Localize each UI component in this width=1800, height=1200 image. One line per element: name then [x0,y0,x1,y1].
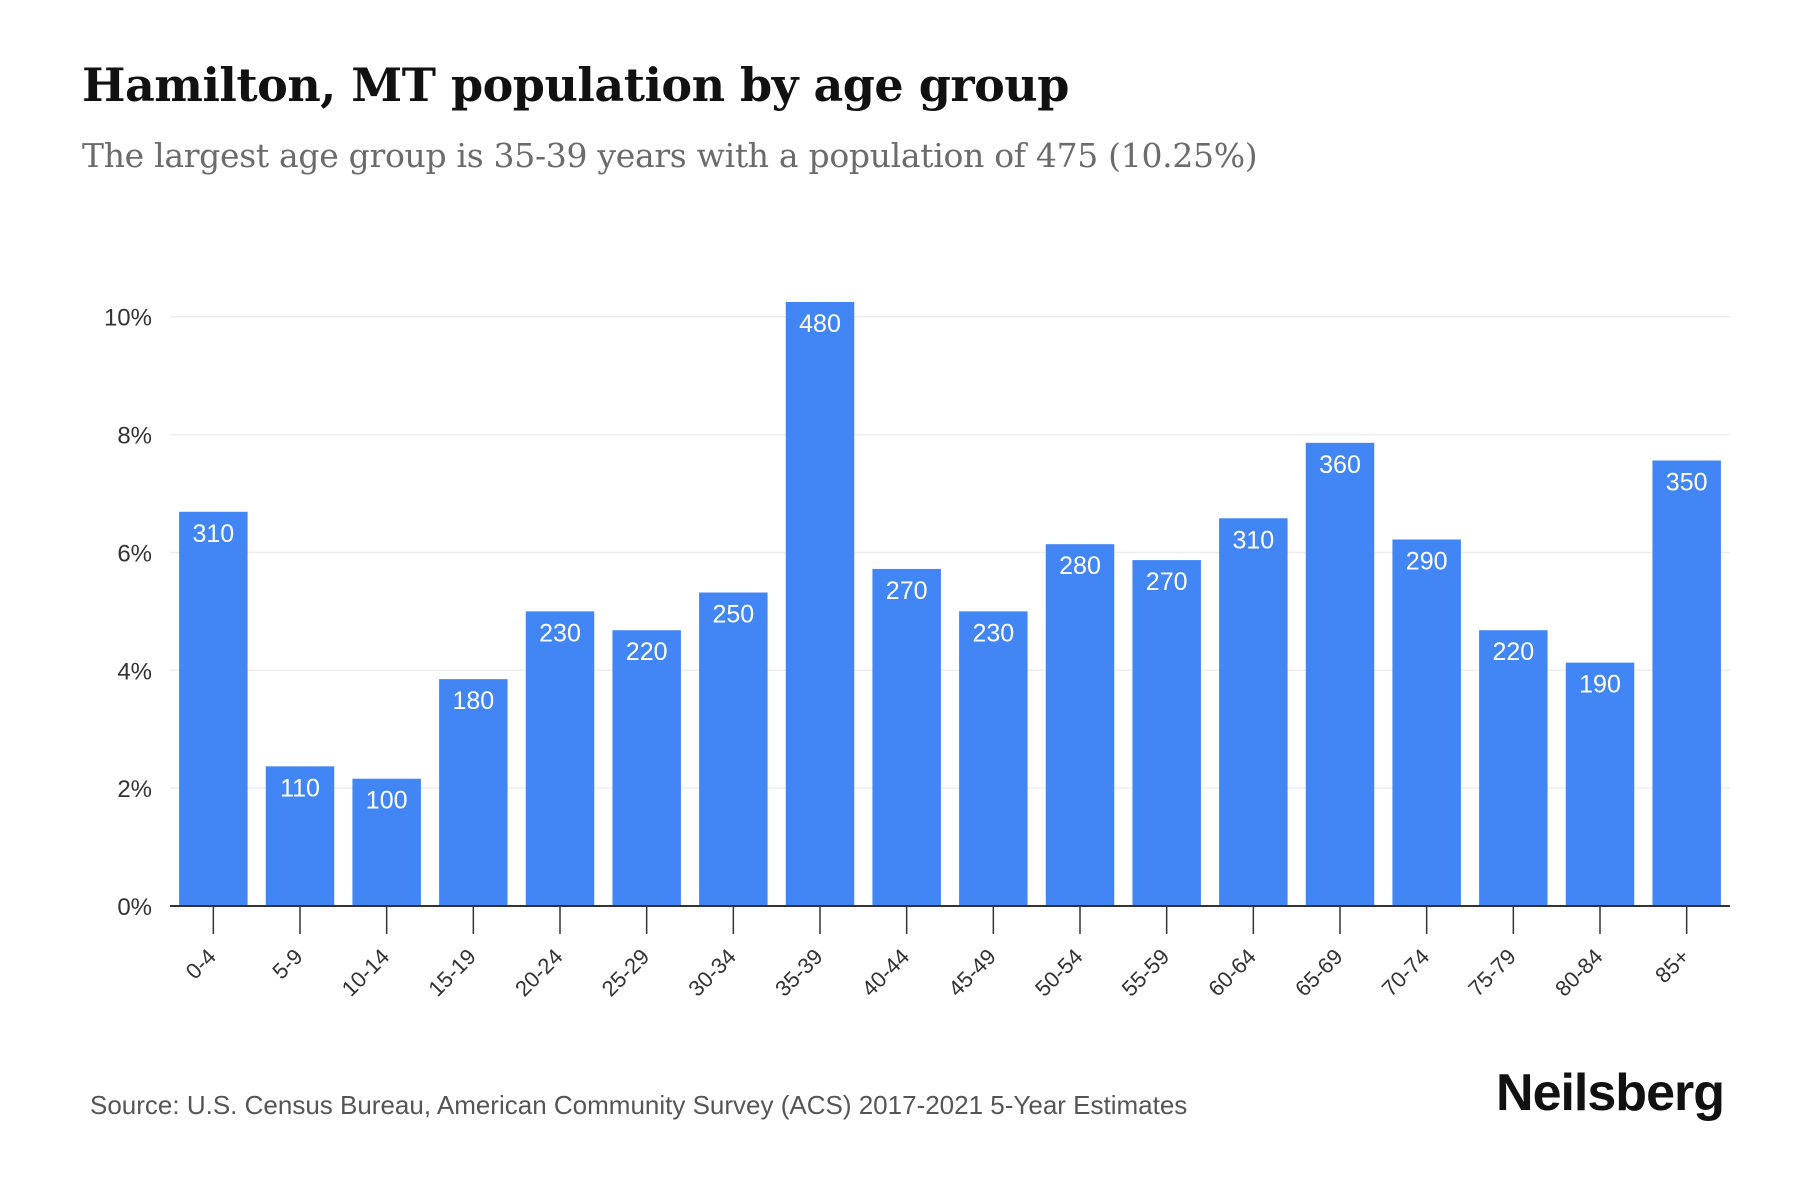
bar-value-label: 290 [1406,547,1448,575]
x-tick-label: 50-54 [1030,944,1087,1001]
x-tick-label: 40-44 [857,944,914,1001]
x-tick-label: 80-84 [1550,944,1607,1001]
bar-25-29 [612,630,681,906]
bar-45-49 [959,611,1028,906]
bar-60-64 [1219,518,1288,906]
x-tick-label: 15-19 [423,944,480,1001]
bar-value-label: 480 [799,310,841,338]
x-tick-label: 0-4 [181,944,221,984]
bar-75-79 [1479,630,1548,906]
bar-value-label: 230 [972,619,1014,647]
bar-value-label: 100 [366,787,408,815]
bar-50-54 [1045,544,1115,906]
x-axis: 0-4 5-9 10-14 15-19 20-24 25-29 30-34 35-39 40-4… [170,905,1730,1001]
bar-value-label: 180 [452,687,494,715]
y-tick-label: 8% [117,423,152,450]
bar-5-9 [265,766,335,906]
x-tick-label: 20-24 [510,944,567,1001]
bar-value-label: 230 [539,619,581,647]
page-subtitle: The largest age group is 35-39 years wit… [82,136,1258,175]
bar-value-label: 310 [1232,526,1274,554]
y-tick-label: 6% [117,540,152,567]
x-tick-label: 85+ [1650,944,1694,988]
bar-0-4 [179,511,248,906]
x-tick-label: 30-34 [683,944,740,1001]
source-note: Source: U.S. Census Bureau, American Com… [90,1090,1188,1120]
bar-value-label: 310 [192,520,234,548]
bar-value-label: 360 [1319,451,1361,479]
bar-value-label: 220 [626,638,668,666]
bar-85+ [1652,460,1721,906]
y-tick-label: 4% [117,658,152,685]
y-tick-label: 0% [117,894,152,921]
bar-15-19 [439,679,508,906]
bar-value-label: 250 [712,601,754,629]
page-title: Hamilton, MT population by age group [82,58,1069,112]
bar-value-labels: 310 110 100 180 230 220 250 480 270 230 280 270 310 3… [192,310,1707,815]
x-tick-label: 10-14 [337,944,394,1001]
x-tick-label: 70-74 [1377,944,1434,1001]
bar-10-14 [352,778,421,906]
brand-logo: Neilsberg [1496,1064,1725,1122]
bar-value-label: 220 [1492,638,1534,666]
gridlines [170,315,1730,789]
y-axis: 0% 2% 4% 6% 8% 10% [104,305,152,921]
bar-70-74 [1392,539,1461,906]
x-tick-label: 55-59 [1117,944,1174,1001]
bar-20-24 [525,611,595,906]
bar-value-label: 110 [280,774,320,802]
x-tick-label: 45-49 [943,944,1000,1001]
bar-value-label: 280 [1059,552,1101,580]
bars [179,302,1721,906]
bar-65-69 [1305,442,1375,906]
y-tick-label: 10% [104,305,152,332]
bar-40-44 [872,568,941,906]
x-tick-label: 75-79 [1463,944,1520,1001]
bar-value-label: 270 [1146,568,1188,596]
x-tick-label: 35-39 [770,944,827,1001]
bar-30-34 [699,592,768,906]
x-tick-label: 60-64 [1203,944,1260,1001]
x-tick-label: 5-9 [267,944,307,984]
bar-80-84 [1565,662,1635,906]
bar-55-59 [1132,560,1201,906]
x-tick-label: 25-29 [597,944,654,1001]
bar-value-label: 270 [886,577,928,605]
y-tick-label: 2% [117,776,152,803]
bar-value-label: 190 [1579,671,1621,699]
x-tick-label: 65-69 [1290,944,1347,1001]
bar-35-39 [785,302,855,906]
bar-value-label: 350 [1666,469,1708,497]
